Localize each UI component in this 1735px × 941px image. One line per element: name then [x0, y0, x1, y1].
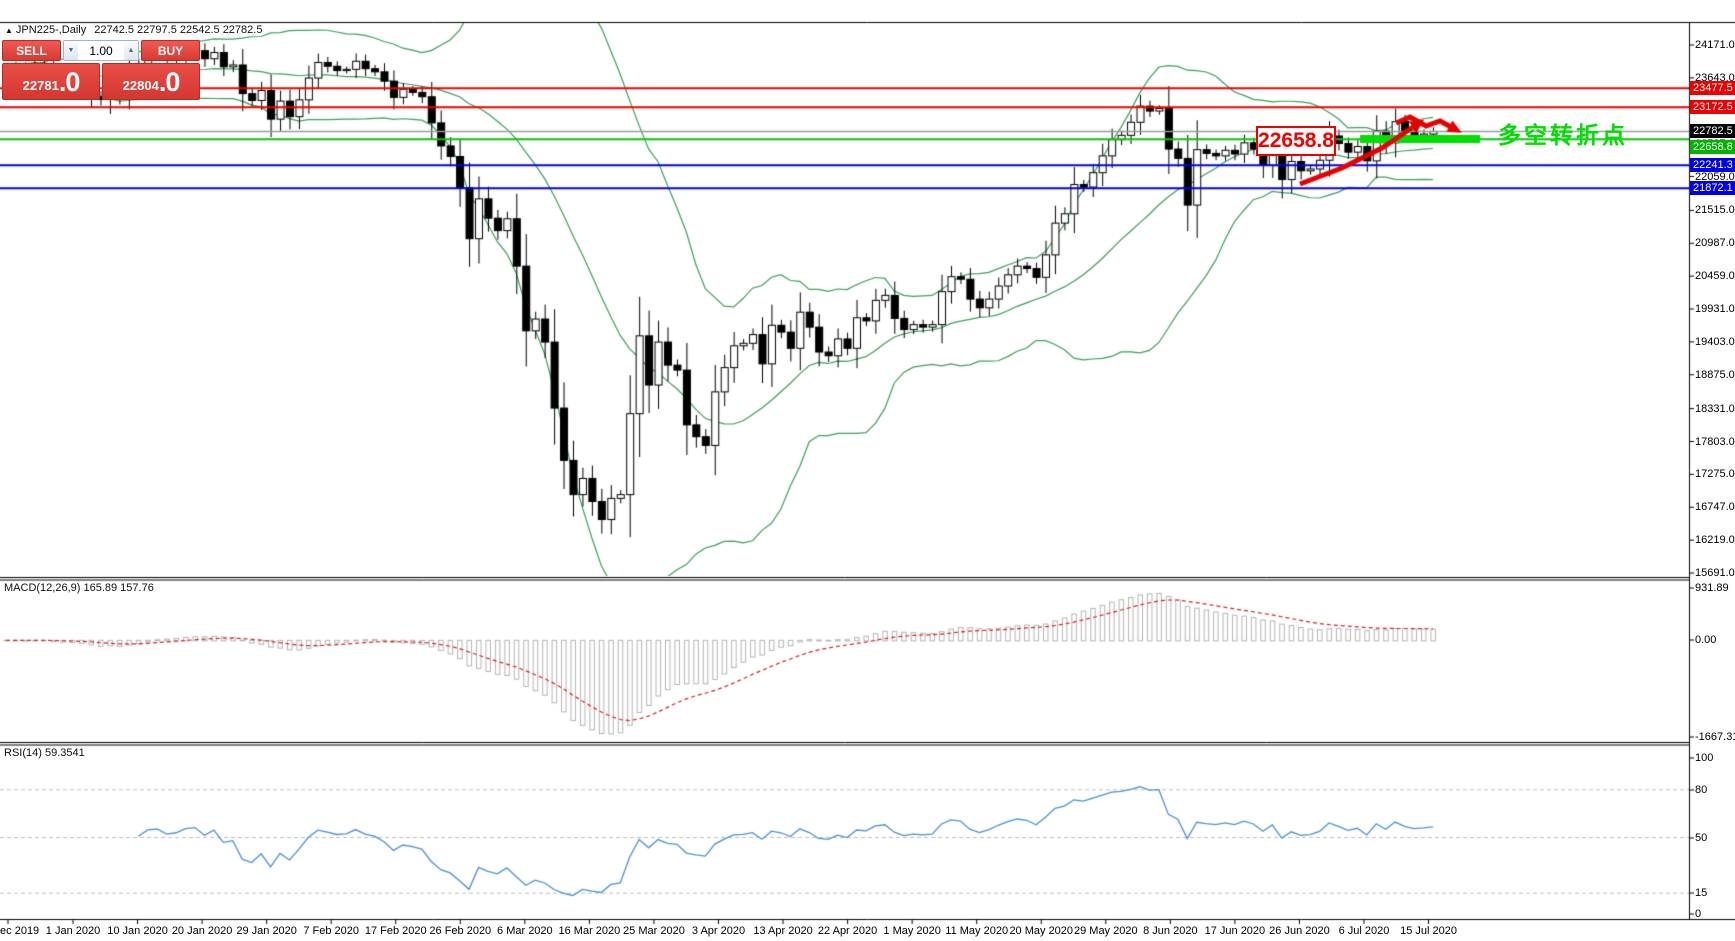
price-tick-label: 18875.0	[1695, 368, 1735, 381]
date-label: 29 Jan 2020	[236, 925, 297, 937]
price-badge: 22241.3	[1690, 158, 1735, 173]
date-label: 17 Feb 2020	[364, 925, 427, 937]
price-badge: 23477.5	[1690, 81, 1735, 96]
chinese-annotation-text: 多空转折点	[1498, 123, 1628, 148]
date-label: 13 Apr 2020	[753, 925, 813, 937]
rsi-tick-label: 15	[1695, 887, 1708, 899]
price-tick-label: 22059.0	[1695, 170, 1735, 183]
ohlc-values: 22742.5 22797.5 22542.5 22782.5	[94, 24, 263, 36]
date-label: 6 Jul 2020	[1338, 925, 1390, 937]
macd-tick-label: -1667.31	[1695, 731, 1735, 743]
volume-input[interactable]	[78, 41, 124, 60]
macd-tick-label: 931.89	[1695, 582, 1729, 594]
date-label: 22 Apr 2020	[817, 925, 878, 937]
price-badge: 23172.5	[1690, 100, 1735, 115]
price-tick-label: 21515.0	[1695, 204, 1735, 217]
date-label: 20 May 2020	[1009, 925, 1074, 937]
collapse-triangle-icon[interactable]: ▲	[5, 26, 13, 35]
date-label: 8 Jun 2020	[1143, 925, 1198, 937]
date-label: 1 Jan 2020	[45, 925, 101, 937]
buy-price-big-digit: .0	[158, 67, 181, 97]
chart-title: ▲ JPN225-,Daily 22742.5 22797.5 22542.5 22…	[5, 24, 262, 36]
price-tick-label: 19403.0	[1695, 335, 1735, 348]
price-tick-label: 20459.0	[1695, 270, 1735, 283]
sell-button[interactable]: SELL	[2, 40, 61, 61]
buy-button[interactable]: BUY	[141, 40, 200, 61]
price-badge: 22658.8	[1690, 140, 1735, 155]
rsi-label: RSI(14) 59.3541	[4, 747, 85, 759]
price-tick-label: 19931.0	[1695, 303, 1735, 315]
sell-price-big-digit: .0	[58, 67, 81, 97]
price-tick-label: 15691.0	[1695, 567, 1735, 580]
price-badge: 21872.1	[1690, 181, 1735, 196]
volume-decrease-button[interactable]: ▼	[64, 41, 78, 60]
price-tick-label: 23643.0	[1695, 71, 1735, 84]
buy-price: 22804	[122, 78, 159, 93]
price-tick-label: 17803.0	[1695, 435, 1735, 448]
price-tick-label: 24171.0	[1695, 39, 1735, 51]
date-label: 17 Jun 2020	[1204, 925, 1266, 937]
price-tick-label: 18331.0	[1695, 402, 1735, 415]
buy-price-panel[interactable]: 22804.0	[102, 63, 200, 100]
date-label: 11 May 2020	[945, 925, 1009, 937]
date-label: 20 Jan 2020	[171, 925, 233, 937]
price-tick-label: 20987.0	[1695, 237, 1735, 250]
date-label: 10 Jan 2020	[107, 925, 168, 937]
price-badge: 22782.5	[1690, 124, 1735, 139]
macd-tick-label: 0.00	[1695, 634, 1717, 646]
macd-label: MACD(12,26,9) 165.89 157.76	[4, 582, 154, 594]
date-label: 7 Feb 2020	[303, 925, 360, 937]
date-label: 16 Mar 2020	[558, 925, 621, 937]
date-label: 3 Apr 2020	[691, 925, 746, 937]
date-label: 23 Dec 2019	[0, 925, 40, 937]
price-annotation-box: 22658.8	[1256, 126, 1336, 156]
rsi-tick-label: 100	[1695, 752, 1714, 764]
rsi-tick-label: 80	[1695, 784, 1708, 796]
date-label: 26 Jun 2020	[1269, 925, 1330, 937]
one-click-trade-panel: SELL ▼ ▲ BUY 22781.0 22804.0	[2, 40, 200, 100]
date-label: 6 Mar 2020	[497, 925, 553, 937]
sell-price: 22781	[22, 78, 59, 93]
price-tick-label: 16219.0	[1695, 534, 1735, 547]
rsi-tick-label: 50	[1695, 832, 1708, 844]
volume-increase-button[interactable]: ▲	[124, 41, 138, 60]
price-tick-label: 16747.0	[1695, 501, 1735, 514]
sell-price-panel[interactable]: 22781.0	[2, 63, 100, 100]
symbol-timeframe: JPN225-,Daily	[15, 24, 87, 36]
date-label: 1 May 2020	[883, 925, 941, 937]
date-label: 15 Jul 2020	[1400, 925, 1457, 937]
volume-stepper: ▼ ▲	[63, 40, 139, 61]
price-tick-label: 17275.0	[1695, 468, 1735, 481]
date-label: 25 Mar 2020	[623, 925, 685, 937]
date-label: 26 Feb 2020	[429, 925, 492, 937]
rsi-tick-label: 0	[1695, 908, 1702, 920]
date-label: 29 May 2020	[1073, 925, 1138, 937]
